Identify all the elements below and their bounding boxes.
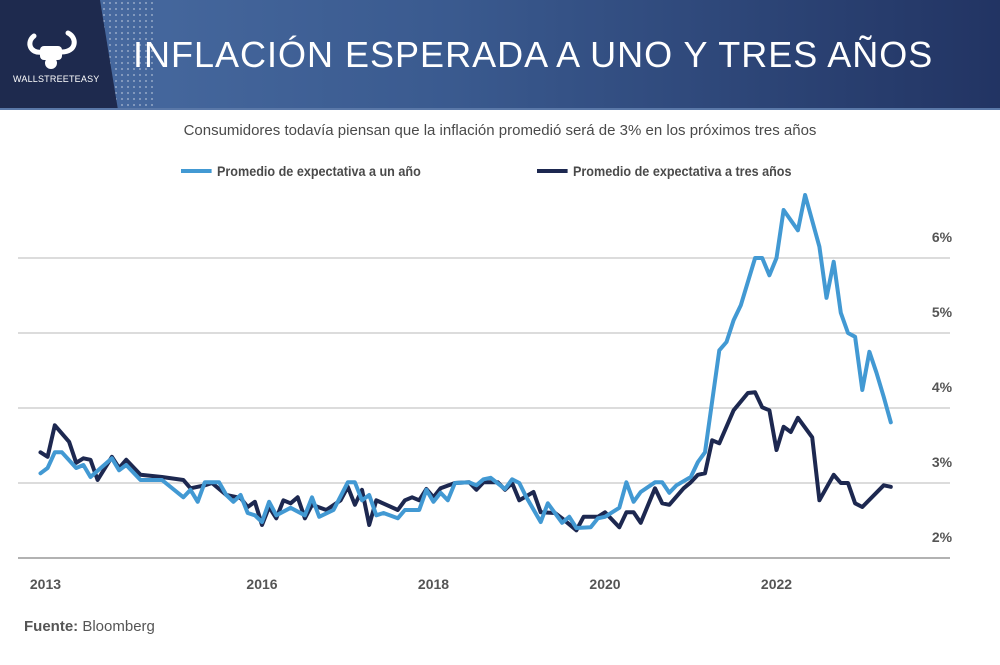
- y-tick-label: 2%: [932, 529, 953, 545]
- x-tick-label: 2016: [246, 576, 277, 592]
- legend-label-one-year: Promedio de expectativa a un año: [217, 163, 421, 179]
- y-tick-label: 5%: [932, 304, 953, 320]
- bull-fist-logo-icon: [27, 30, 77, 69]
- x-tick-label: 2013: [30, 576, 61, 592]
- legend-label-three-year: Promedio de expectativa a tres años: [573, 163, 792, 179]
- legend-swatch-three-year: [537, 169, 568, 173]
- series-line: [38, 390, 893, 533]
- source-label: Fuente:: [24, 618, 79, 635]
- legend-swatch-one-year: [181, 169, 212, 173]
- logo-panel: WALLSTREETEASY: [0, 0, 118, 110]
- x-tick-label: 2022: [761, 576, 792, 592]
- y-tick-label: 6%: [932, 229, 953, 245]
- header-banner: WALLSTREETEASY INFLACIÓN ESPERADA A UNO …: [0, 0, 1000, 110]
- page-title: INFLACIÓN ESPERADA A UNO Y TRES AÑOS: [133, 34, 934, 75]
- y-tick-label: 4%: [932, 379, 953, 395]
- y-tick-label: 3%: [932, 454, 953, 470]
- x-tick-label: 2018: [418, 576, 449, 592]
- source-note: Fuente: Bloomberg: [24, 618, 155, 635]
- header-divider: [0, 108, 1000, 110]
- logo-text: WALLSTREETEASY: [13, 74, 100, 84]
- legend-item-one-year: Promedio de expectativa a un año: [181, 163, 421, 179]
- x-tick-label: 2020: [589, 576, 620, 592]
- chart-subtitle: Consumidores todavía piensan que la infl…: [183, 122, 817, 139]
- source-value: Bloomberg: [82, 618, 155, 635]
- legend-item-three-year: Promedio de expectativa a tres años: [537, 163, 791, 179]
- series-line: [38, 193, 893, 530]
